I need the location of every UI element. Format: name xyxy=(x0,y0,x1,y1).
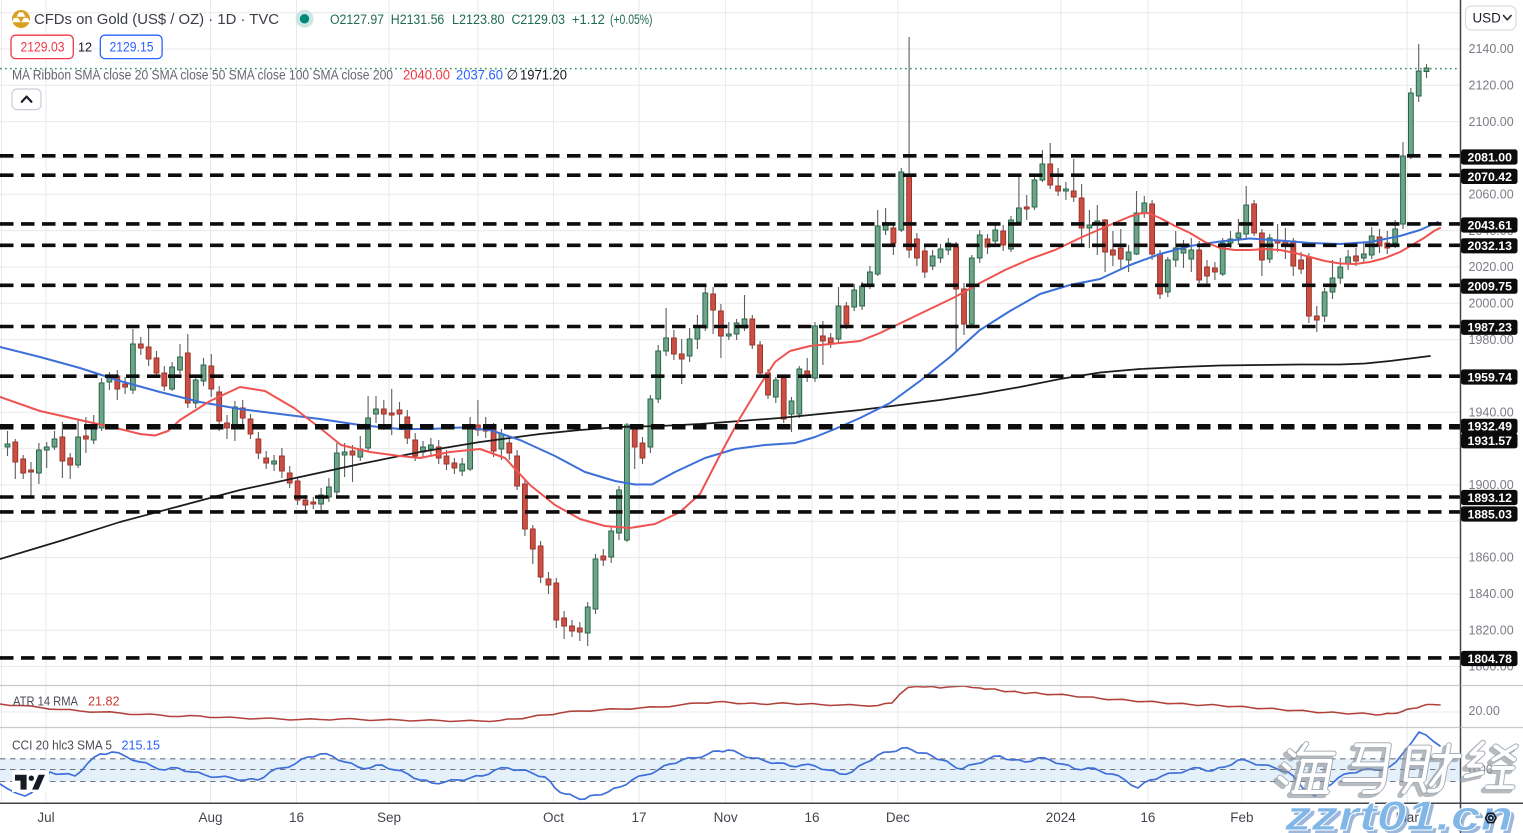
svg-text:Nov: Nov xyxy=(714,810,738,825)
svg-text:2020.00: 2020.00 xyxy=(1469,260,1514,274)
svg-text:Dec: Dec xyxy=(886,810,910,825)
svg-text:1940.00: 1940.00 xyxy=(1469,405,1514,419)
svg-text:1980.00: 1980.00 xyxy=(1469,333,1514,347)
svg-text:Mar: Mar xyxy=(1396,810,1420,825)
svg-text:USD: USD xyxy=(1473,11,1502,26)
svg-text:1932.49: 1932.49 xyxy=(1468,420,1513,434)
svg-text:21.82: 21.82 xyxy=(88,695,120,709)
svg-text:CFDs on Gold (US$ / OZ) · 1D ·: CFDs on Gold (US$ / OZ) · 1D · TVC xyxy=(34,11,279,28)
svg-text:zzrt01.cn: zzrt01.cn xyxy=(1284,792,1513,833)
svg-text:12: 12 xyxy=(78,41,92,55)
svg-text:1860.00: 1860.00 xyxy=(1469,551,1514,565)
svg-text:+1.12: +1.12 xyxy=(572,12,605,27)
svg-text:2129.03: 2129.03 xyxy=(21,40,65,55)
svg-text:1820.00: 1820.00 xyxy=(1469,623,1514,637)
svg-text:Sep: Sep xyxy=(377,810,401,825)
svg-text:1959.74: 1959.74 xyxy=(1468,370,1513,384)
svg-text:2040.00: 2040.00 xyxy=(403,68,450,83)
svg-text:1931.57: 1931.57 xyxy=(1468,434,1513,448)
svg-text:2024: 2024 xyxy=(1046,810,1077,825)
svg-text:1885.03: 1885.03 xyxy=(1468,507,1513,521)
svg-text:Jul: Jul xyxy=(37,810,54,825)
svg-text:1804.78: 1804.78 xyxy=(1468,652,1513,666)
svg-text:Oct: Oct xyxy=(543,810,564,825)
svg-text:C2129.03: C2129.03 xyxy=(512,12,566,27)
svg-text:2009.75: 2009.75 xyxy=(1468,280,1513,294)
svg-text:1987.23: 1987.23 xyxy=(1468,321,1513,335)
svg-text:16: 16 xyxy=(804,810,819,825)
svg-text:2043.61: 2043.61 xyxy=(1468,218,1513,232)
svg-text:MA Ribbon SMA close 20 SMA clo: MA Ribbon SMA close 20 SMA close 50 SMA … xyxy=(12,68,393,83)
svg-text:1900.00: 1900.00 xyxy=(1469,478,1514,492)
svg-text:1971.20: 1971.20 xyxy=(520,68,567,83)
svg-text:H2131.56: H2131.56 xyxy=(391,12,445,27)
svg-text:16: 16 xyxy=(1140,810,1155,825)
svg-text:Feb: Feb xyxy=(1230,810,1253,825)
svg-text:2129.15: 2129.15 xyxy=(110,40,154,55)
svg-text:16: 16 xyxy=(289,810,304,825)
svg-text:2120.00: 2120.00 xyxy=(1469,79,1514,93)
svg-text:CCI 20 hlc3 SMA 5: CCI 20 hlc3 SMA 5 xyxy=(12,739,112,753)
svg-text:2060.00: 2060.00 xyxy=(1469,188,1514,202)
svg-text:2037.60: 2037.60 xyxy=(456,68,503,83)
svg-text:1840.00: 1840.00 xyxy=(1469,587,1514,601)
svg-text:2100.00: 2100.00 xyxy=(1469,115,1514,129)
svg-text:O2127.97: O2127.97 xyxy=(330,12,384,27)
svg-text:215.15: 215.15 xyxy=(122,739,161,753)
svg-text:2140.00: 2140.00 xyxy=(1469,42,1514,56)
svg-text:(+0.05%): (+0.05%) xyxy=(610,12,653,27)
svg-text:2070.42: 2070.42 xyxy=(1468,170,1513,184)
svg-text:L2123.80: L2123.80 xyxy=(452,12,505,27)
svg-text:17: 17 xyxy=(631,810,646,825)
svg-text:20.00: 20.00 xyxy=(1469,704,1500,718)
svg-text:zzrt01.cn: zzrt01.cn xyxy=(1287,795,1516,833)
svg-text:1893.12: 1893.12 xyxy=(1468,491,1513,505)
svg-text:2081.00: 2081.00 xyxy=(1468,150,1513,164)
svg-text:Aug: Aug xyxy=(198,810,222,825)
svg-text:∅: ∅ xyxy=(507,68,519,83)
svg-text:2032.13: 2032.13 xyxy=(1468,239,1513,253)
svg-text:2000.00: 2000.00 xyxy=(1469,296,1514,310)
svg-text:ATR 14 RMA: ATR 14 RMA xyxy=(13,695,79,709)
